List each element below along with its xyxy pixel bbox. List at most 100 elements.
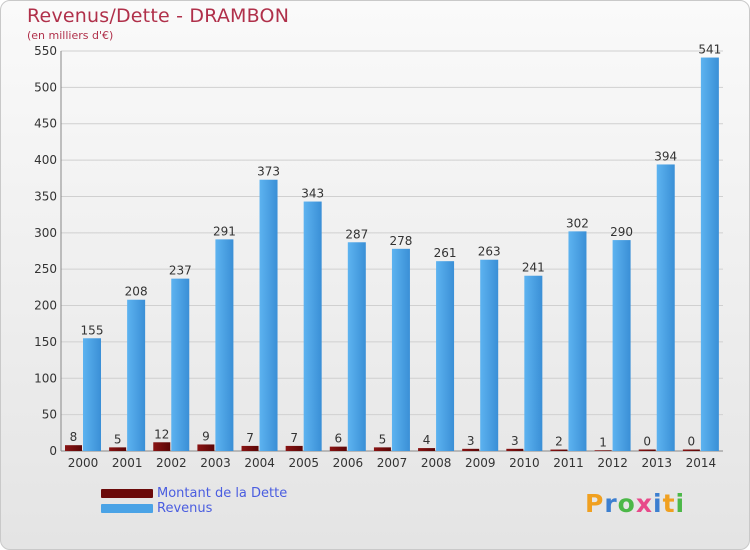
bar-revenus	[524, 275, 543, 451]
data-label-revenus: 291	[213, 224, 236, 238]
bar-revenus	[127, 299, 146, 451]
data-label-dette: 0	[643, 435, 651, 449]
bar-dette	[109, 447, 127, 451]
data-label-revenus: 343	[301, 187, 324, 201]
bar-dette	[65, 445, 82, 451]
data-label-revenus: 241	[522, 261, 545, 275]
bar-revenus	[171, 278, 190, 451]
bar-revenus	[568, 231, 587, 451]
bar-dette	[682, 449, 700, 451]
bar-revenus	[612, 240, 631, 451]
data-label-dette: 5	[379, 432, 387, 446]
data-label-revenus: 541	[698, 43, 721, 57]
y-tick-label: 300	[34, 226, 57, 240]
y-tick-label: 550	[34, 44, 57, 58]
data-label-revenus: 290	[610, 225, 633, 239]
y-tick-label: 150	[34, 335, 57, 349]
bar-dette	[373, 447, 391, 451]
x-tick-label: 2014	[686, 456, 717, 470]
data-label-dette: 7	[290, 431, 298, 445]
data-label-dette: 8	[70, 430, 78, 444]
bar-dette	[241, 445, 259, 451]
proxiti-logo: Proxiti	[585, 489, 685, 518]
data-label-dette: 2	[555, 435, 563, 449]
logo-letter: r	[604, 489, 618, 518]
bar-dette	[638, 449, 656, 451]
data-label-dette: 0	[688, 435, 696, 449]
bar-revenus	[700, 57, 719, 451]
bar-dette	[506, 448, 524, 451]
chart-subtitle: (en milliers d'€)	[27, 29, 114, 42]
bar-revenus	[303, 201, 322, 451]
data-label-revenus: 278	[389, 234, 412, 248]
logo-letter: P	[585, 489, 605, 518]
bar-dette	[329, 446, 347, 451]
data-label-revenus: 208	[125, 285, 148, 299]
data-label-revenus: 373	[257, 165, 280, 179]
data-label-dette: 1	[599, 435, 607, 449]
x-tick-label: 2012	[597, 456, 628, 470]
data-label-revenus: 263	[478, 245, 501, 259]
bar-revenus	[347, 242, 366, 451]
data-label-dette: 9	[202, 429, 210, 443]
data-label-revenus: 237	[169, 264, 192, 278]
bar-dette	[594, 450, 612, 451]
legend-label-revenus: Revenus	[157, 501, 213, 516]
bar-dette	[418, 448, 436, 451]
x-tick-label: 2005	[288, 456, 319, 470]
legend-swatch-dette	[101, 489, 153, 498]
bar-dette	[153, 442, 171, 451]
legend-item-revenus: Revenus	[101, 501, 287, 516]
data-label-dette: 12	[154, 427, 169, 441]
bar-revenus	[656, 164, 675, 452]
bar-revenus	[480, 259, 499, 451]
chart-title: Revenus/Dette - DRAMBON	[27, 5, 290, 27]
data-label-revenus: 155	[81, 323, 104, 337]
data-label-dette: 6	[334, 432, 342, 446]
data-label-dette: 3	[467, 434, 475, 448]
data-label-dette: 5	[114, 432, 122, 446]
bar-dette	[462, 448, 480, 451]
bar-revenus	[215, 239, 234, 451]
x-tick-label: 2009	[465, 456, 496, 470]
x-tick-label: 2004	[244, 456, 275, 470]
logo-letter: o	[617, 489, 636, 518]
y-tick-label: 50	[42, 408, 57, 422]
logo-letter: t	[662, 489, 676, 518]
legend-label-dette: Montant de la Dette	[157, 486, 288, 501]
bar-dette	[285, 445, 303, 451]
logo-letter: i	[653, 489, 663, 518]
x-tick-label: 2010	[509, 456, 540, 470]
y-tick-label: 400	[34, 153, 57, 167]
x-tick-label: 2013	[642, 456, 673, 470]
bar-revenus	[436, 261, 455, 451]
data-label-dette: 3	[511, 434, 519, 448]
data-label-revenus: 302	[566, 216, 589, 230]
x-tick-label: 2011	[553, 456, 584, 470]
y-tick-label: 0	[49, 444, 57, 458]
data-label-revenus: 394	[654, 149, 677, 163]
data-label-dette: 7	[246, 431, 254, 445]
data-label-revenus: 287	[345, 227, 368, 241]
bar-dette	[550, 449, 568, 451]
legend-swatch-revenus	[101, 504, 153, 513]
chart-legend: Montant de la Dette Revenus	[101, 486, 287, 516]
x-tick-label: 2008	[421, 456, 452, 470]
data-label-revenus: 261	[434, 246, 457, 260]
y-tick-label: 450	[34, 117, 57, 131]
x-tick-label: 2002	[156, 456, 187, 470]
y-tick-label: 200	[34, 299, 57, 313]
x-tick-label: 2007	[377, 456, 408, 470]
x-tick-label: 2006	[333, 456, 364, 470]
y-tick-label: 250	[34, 262, 57, 276]
bar-revenus	[259, 179, 278, 451]
logo-letter: i	[675, 489, 686, 518]
y-tick-label: 100	[34, 371, 57, 385]
y-tick-label: 350	[34, 189, 57, 203]
logo-letter: x	[635, 489, 653, 518]
x-tick-label: 2003	[200, 456, 231, 470]
x-tick-label: 2000	[68, 456, 99, 470]
legend-item-dette: Montant de la Dette	[101, 486, 287, 501]
